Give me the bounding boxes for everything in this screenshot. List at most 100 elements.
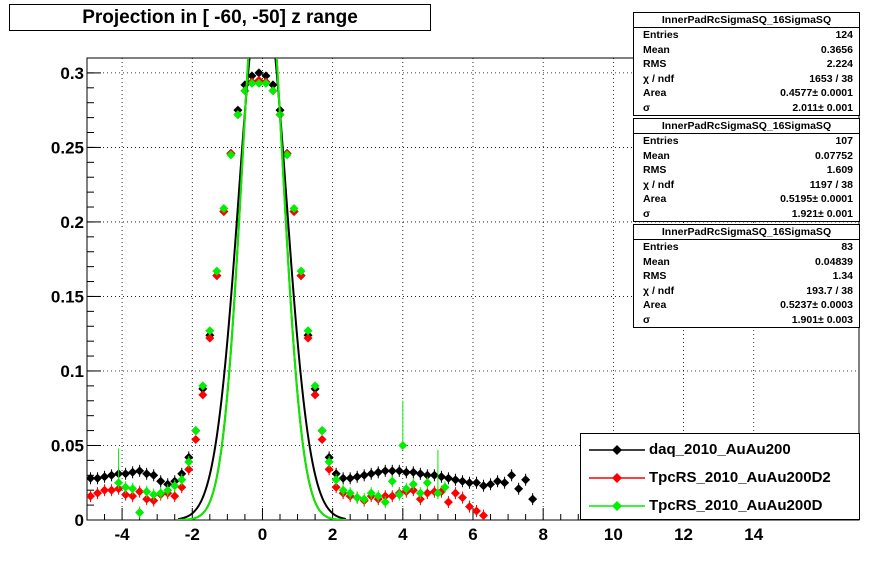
data-point <box>479 481 489 491</box>
data-point <box>247 78 257 88</box>
stats-value: 1653 / 38 <box>809 72 853 85</box>
data-point <box>177 482 187 492</box>
legend-marker-green <box>589 501 645 511</box>
data-point <box>268 80 278 90</box>
stats-box-title: InnerPadRcSigmaSQ_16SigmaSQ <box>634 225 859 240</box>
stats-label: RMS <box>643 58 667 70</box>
stats-value: 193.7 / 38 <box>806 284 853 297</box>
stats-row: Mean 0.04839 <box>634 255 859 270</box>
data-point <box>436 472 446 482</box>
stats-row: Entries 107 <box>634 134 859 149</box>
data-point <box>457 493 467 503</box>
stats-row: RMS 1.609 <box>634 163 859 178</box>
data-point <box>331 475 341 485</box>
data-point <box>373 467 383 477</box>
data-point <box>422 478 432 488</box>
data-point <box>422 470 432 480</box>
stats-value: 2.224 <box>826 58 853 70</box>
stats-value: 1.609 <box>826 164 853 176</box>
stats-value: 107 <box>835 135 853 147</box>
data-point <box>268 86 278 96</box>
legend-label: TpcRS_2010_AuAu200D <box>649 497 823 514</box>
stats-label: Entries <box>643 241 679 253</box>
stats-label: Entries <box>643 29 679 41</box>
data-point <box>100 485 110 495</box>
data-point <box>366 488 376 498</box>
data-point <box>170 491 180 501</box>
data-point <box>464 502 474 512</box>
data-point <box>387 476 397 486</box>
data-point <box>359 494 369 504</box>
data-point <box>135 466 145 476</box>
data-point <box>394 490 404 500</box>
stats-label: χ / ndf <box>643 72 675 85</box>
stats-label: RMS <box>643 270 667 282</box>
stats-value: 1.921± 0.001 <box>791 207 853 220</box>
stats-label: RMS <box>643 164 667 176</box>
legend-label: daq_2010_AuAu200 <box>649 441 791 458</box>
data-point <box>324 464 334 474</box>
data-point <box>345 488 355 498</box>
data-point <box>408 479 418 489</box>
data-point <box>352 472 362 482</box>
data-point <box>443 497 453 507</box>
data-point <box>177 475 187 485</box>
stats-row: RMS 1.34 <box>634 269 859 284</box>
data-point <box>93 488 103 498</box>
data-point <box>135 487 145 497</box>
data-point <box>184 464 194 474</box>
legend-entry-tpcrs-d: TpcRS_2010_AuAu200D <box>581 495 859 517</box>
data-point <box>198 381 208 391</box>
fit-curve <box>178 58 347 520</box>
y-tick-label: 0.05 <box>51 436 84 455</box>
legend-entry-daq: daq_2010_AuAu200 <box>581 439 859 461</box>
stats-box: InnerPadRcSigmaSQ_16SigmaSQ Entries 83 Mean… <box>633 224 860 328</box>
data-point <box>422 488 432 498</box>
stats-label: Area <box>643 193 667 205</box>
data-point <box>163 485 173 495</box>
stats-box: InnerPadRcSigmaSQ_16SigmaSQ Entries 124 Mea… <box>633 12 860 116</box>
data-point <box>142 487 152 497</box>
data-point <box>338 473 348 483</box>
data-point <box>198 390 208 400</box>
y-tick-label: 0.15 <box>51 287 84 306</box>
data-point <box>170 481 180 491</box>
data-point <box>254 78 264 88</box>
data-point <box>156 488 166 498</box>
stats-row: σ 1.901± 0.003 <box>634 313 859 328</box>
data-point <box>303 326 313 336</box>
data-point <box>486 479 496 489</box>
data-point <box>121 490 131 500</box>
data-point <box>401 467 411 477</box>
data-point <box>450 475 460 485</box>
stats-row: Mean 0.3656 <box>634 43 859 58</box>
data-point <box>380 466 390 476</box>
stats-row: σ 1.921± 0.001 <box>634 207 859 222</box>
stats-value: 0.4577± 0.0001 <box>780 87 853 99</box>
data-point <box>212 266 222 276</box>
data-point <box>107 470 117 480</box>
data-point <box>87 491 96 501</box>
data-point <box>387 466 397 476</box>
data-point <box>254 68 264 78</box>
x-tick-label: 14 <box>744 525 763 544</box>
data-point <box>128 484 138 494</box>
x-tick-label: -4 <box>115 525 131 544</box>
data-point <box>93 473 103 483</box>
legend-marker-red <box>589 473 645 483</box>
data-point <box>443 473 453 483</box>
data-point <box>401 484 411 494</box>
data-point <box>296 266 306 276</box>
stats-row: Mean 0.07752 <box>634 149 859 164</box>
y-tick-label: 0.3 <box>60 64 84 83</box>
data-point <box>514 484 524 494</box>
stats-value: 0.3656 <box>820 43 853 56</box>
stats-label: χ / ndf <box>643 284 675 297</box>
data-point <box>359 470 369 480</box>
data-point <box>205 333 215 343</box>
legend-marker-black <box>589 445 645 455</box>
data-point <box>507 470 517 480</box>
data-point <box>261 71 271 81</box>
stats-row: χ / ndf 193.7 / 38 <box>634 284 859 299</box>
data-point <box>317 435 327 445</box>
